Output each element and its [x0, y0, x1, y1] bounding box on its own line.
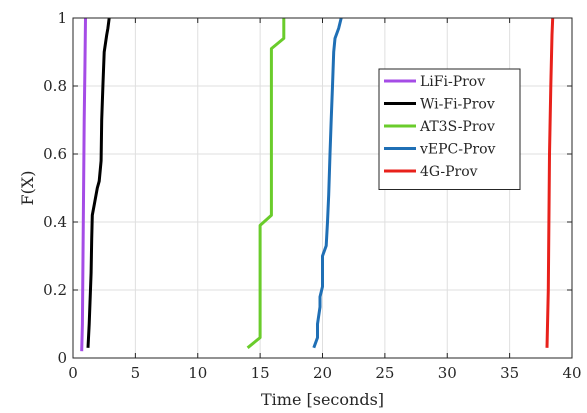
- x-tick-label: 20: [313, 364, 332, 382]
- y-tick-label: 0.6: [43, 145, 67, 163]
- x-tick-label: 35: [500, 364, 519, 382]
- y-tick-label: 0.2: [43, 281, 67, 299]
- series-line-wi-fi-prov: [86, 17, 111, 348]
- x-tick-label: 5: [131, 364, 141, 382]
- y-tick-label: 0.8: [43, 77, 67, 95]
- x-tick-label: 40: [562, 364, 581, 382]
- x-tick-label: 25: [375, 364, 394, 382]
- y-tick-label: 0.4: [43, 213, 67, 231]
- series-lines: [80, 17, 555, 352]
- x-tick-label: 10: [188, 364, 207, 382]
- y-axis-title: F(X): [18, 171, 37, 206]
- x-tick-label: 30: [438, 364, 457, 382]
- legend-box: [378, 68, 521, 190]
- legend-label-4g-prov: 4G-Prov: [420, 164, 478, 180]
- legend-label-vepc-prov: vEPC-Prov: [419, 142, 496, 158]
- x-tick-label: 0: [68, 364, 78, 382]
- x-axis-title: Time [seconds]: [261, 390, 384, 409]
- series-line-vepc-prov: [312, 17, 343, 349]
- series-line-lifi-prov: [80, 17, 87, 352]
- y-tick-label: 1: [57, 9, 67, 27]
- y-tick-label: 0: [57, 349, 67, 367]
- x-tick-label: 15: [251, 364, 270, 382]
- axis-ticks: 0 5 10 15 20 25 30 35 40 0 0.2 0.4 0.6 0.8 1: [43, 9, 581, 382]
- series-line-at3s-prov: [246, 18, 286, 349]
- legend-label-lifi-prov: LiFi-Prov: [420, 74, 485, 90]
- legend-label-at3s-prov: AT3S-Prov: [419, 119, 495, 135]
- legend: LiFi-Prov Wi-Fi-Prov AT3S-Prov vEPC-Prov 4G-…: [378, 68, 521, 190]
- series-line-4g-prov: [545, 17, 555, 348]
- legend-label-wi-fi-prov: Wi-Fi-Prov: [420, 97, 495, 113]
